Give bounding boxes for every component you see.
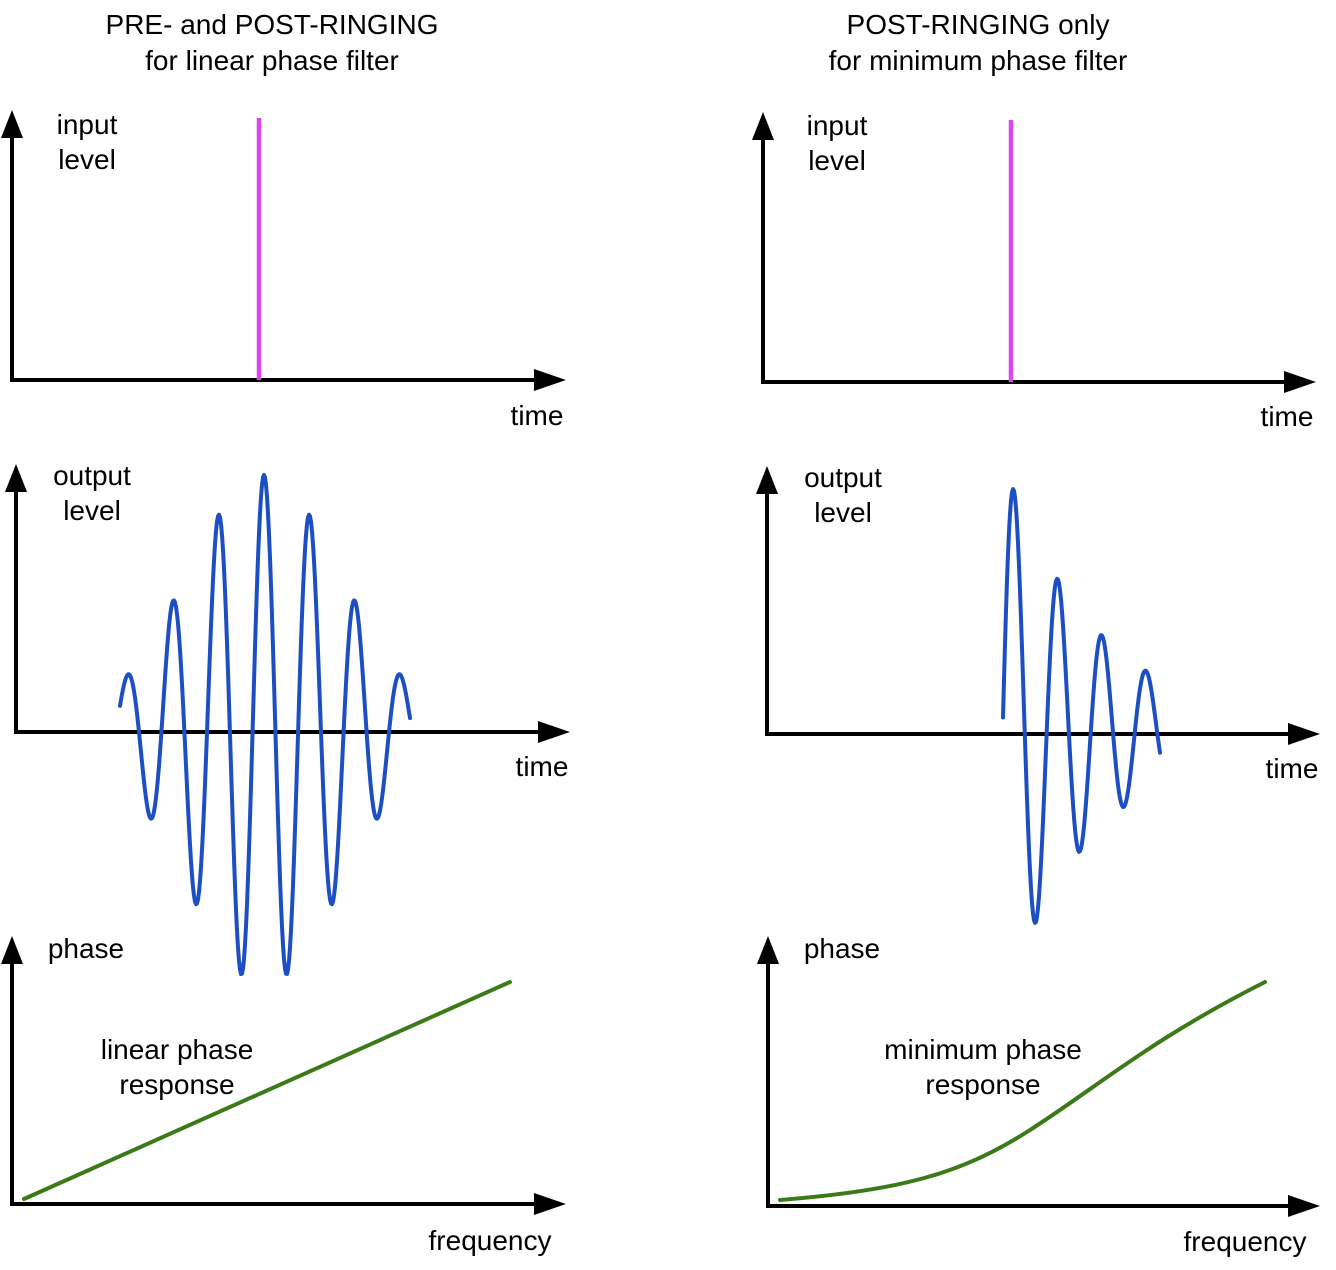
left-title-line2: for linear phase filter xyxy=(145,45,399,76)
right-phase-xlabel: frequency xyxy=(1184,1226,1307,1257)
left-input-plot: input level time xyxy=(1,109,566,431)
right-output-plot: output level time xyxy=(756,462,1320,925)
left-phase-curve-label-line1: linear phase xyxy=(101,1034,254,1065)
left-phase-y-arrowhead xyxy=(1,936,23,964)
left-phase-curve-label-line2: response xyxy=(119,1069,234,1100)
left-column: PRE- and POST-RINGING for linear phase f… xyxy=(1,9,570,1256)
right-input-xlabel: time xyxy=(1261,401,1314,432)
right-phase-x-arrowhead xyxy=(1288,1195,1320,1217)
right-phase-plot: phase frequency minimum phase response xyxy=(757,933,1320,1257)
left-output-y-arrowhead xyxy=(5,464,27,492)
left-input-ylabel-line2: level xyxy=(58,144,116,175)
right-input-ylabel-line1: input xyxy=(807,110,868,141)
left-output-ylabel-line2: level xyxy=(63,495,121,526)
right-input-x-arrowhead xyxy=(1284,371,1316,393)
right-column: POST-RINGING only for minimum phase filt… xyxy=(752,9,1320,1257)
right-output-x-arrowhead xyxy=(1288,723,1320,745)
right-input-plot: input level time xyxy=(752,110,1316,432)
right-output-xlabel: time xyxy=(1266,753,1319,784)
right-title-line2: for minimum phase filter xyxy=(829,45,1128,76)
right-phase-y-arrowhead xyxy=(757,936,779,964)
left-input-xlabel: time xyxy=(511,400,564,431)
left-phase-xlabel: frequency xyxy=(429,1225,552,1256)
right-min-phase-curve xyxy=(778,980,1267,1202)
right-title-line1: POST-RINGING only xyxy=(847,9,1110,40)
left-linear-phase-line xyxy=(22,980,512,1201)
right-output-min-phase-wave xyxy=(1001,487,1162,925)
right-phase-curve-label-line2: response xyxy=(925,1069,1040,1100)
left-title-line1: PRE- and POST-RINGING xyxy=(106,9,439,40)
left-output-xlabel: time xyxy=(516,751,569,782)
right-output-ylabel-line2: level xyxy=(814,497,872,528)
left-output-plot: output level time xyxy=(5,460,570,976)
left-input-x-arrowhead xyxy=(534,369,566,391)
right-phase-ylabel: phase xyxy=(804,933,880,964)
right-output-ylabel-line1: output xyxy=(804,462,882,493)
left-input-y-arrowhead xyxy=(1,110,23,138)
left-phase-x-arrowhead xyxy=(534,1193,566,1215)
right-phase-curve-label-line1: minimum phase xyxy=(884,1034,1082,1065)
left-input-ylabel-line1: input xyxy=(57,109,118,140)
left-output-x-arrowhead xyxy=(538,721,570,743)
right-input-y-arrowhead xyxy=(752,112,774,140)
right-output-y-arrowhead xyxy=(756,466,778,494)
left-output-sinc-wave xyxy=(118,473,412,976)
left-phase-plot: phase frequency linear phase response xyxy=(1,933,566,1256)
right-input-ylabel-line2: level xyxy=(808,145,866,176)
left-output-ylabel-line1: output xyxy=(53,460,131,491)
left-phase-ylabel: phase xyxy=(48,933,124,964)
